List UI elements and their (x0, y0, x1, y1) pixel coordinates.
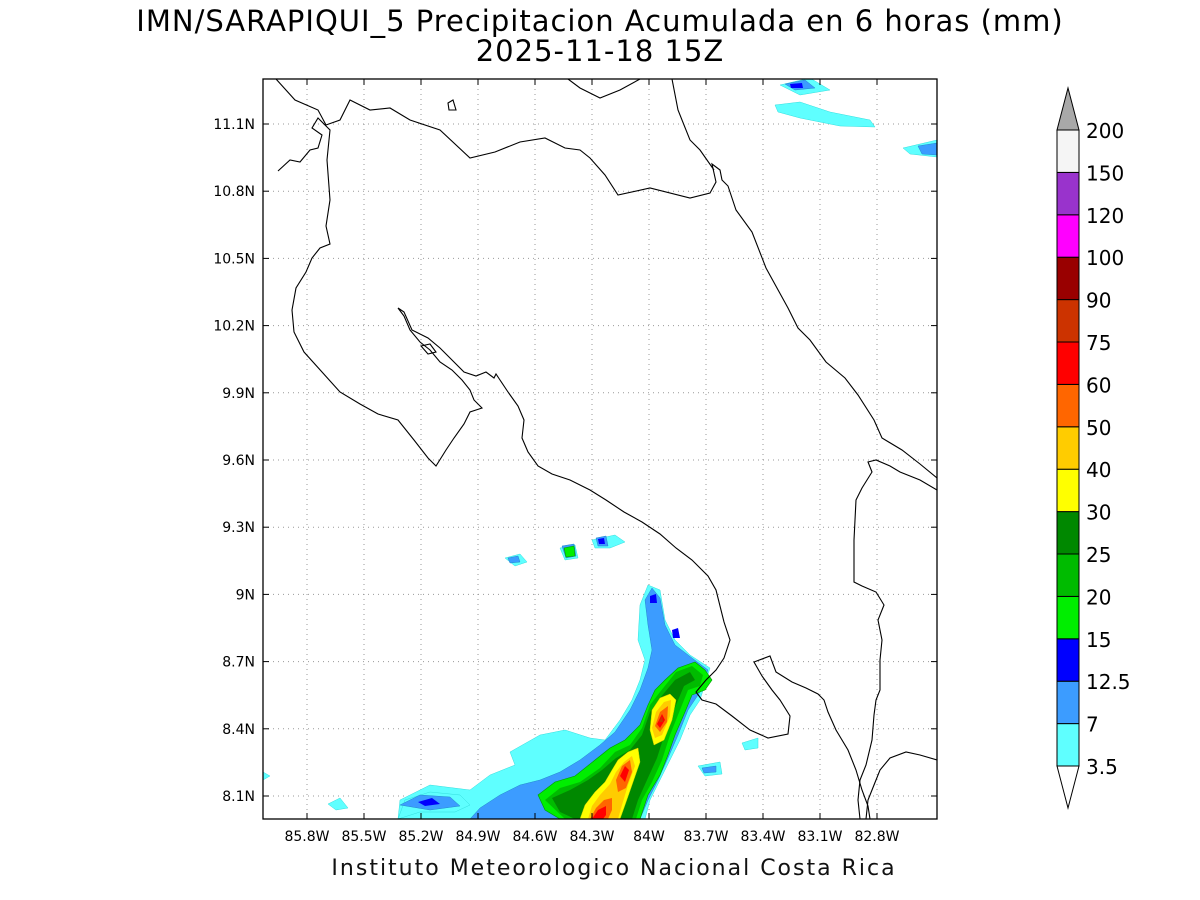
colorbar-label: 7 (1086, 713, 1099, 737)
precipitation-field (263, 79, 937, 819)
colorbar-label: 200 (1086, 119, 1124, 143)
nicoya-gulf-island (419, 343, 437, 355)
colorbar-label: 25 (1086, 543, 1111, 567)
y-tick-label: 8.7N (222, 655, 255, 671)
colorbar-top-arrow (1056, 86, 1080, 131)
precip-area-blue-cell3 (507, 555, 521, 564)
colorbar-segment (1056, 595, 1080, 640)
panama-border (853, 459, 937, 819)
precip-area-cyan-n1 (774, 101, 876, 128)
colorbar-label: 75 (1086, 331, 1111, 355)
colorbar-segment (1056, 383, 1080, 428)
x-tick-label: 85.5W (341, 829, 386, 845)
colorbar-segment (1056, 680, 1080, 725)
precip-area-green-cell (563, 545, 576, 558)
colorbar-label: 40 (1086, 458, 1111, 482)
colorbar-label: 120 (1086, 204, 1124, 228)
nicoya-pacific-coast (277, 117, 871, 819)
colorbar-segment (1056, 214, 1080, 258)
nicaragua-lake-shore (567, 79, 641, 99)
colorbar-label: 30 (1086, 501, 1111, 525)
colorbar-bottom-arrow (1056, 765, 1080, 810)
y-tick-label: 10.5N (213, 251, 255, 267)
colorbar-label: 50 (1086, 416, 1111, 440)
plot-frame (262, 78, 938, 820)
colorbar-segment (1056, 511, 1080, 555)
precip-area-red-1 (592, 806, 606, 819)
colorbar-segment (1056, 129, 1080, 173)
colorbar-segment (1056, 341, 1080, 385)
precip-area-cyan-sw2 (327, 797, 349, 811)
colorbar-label: 150 (1086, 161, 1124, 185)
plot-area (263, 79, 937, 819)
y-tick-label: 9.6N (222, 453, 255, 469)
x-tick-label: 83.1W (797, 829, 842, 845)
map-title: IMN/SARAPIQUI_5 Precipitacion Acumulada … (136, 4, 1064, 38)
x-tick-label: 84.9W (455, 829, 500, 845)
precip-area-darkblue-4 (598, 538, 605, 544)
coastline-north-border (275, 79, 937, 479)
colorbar-segment (1056, 171, 1080, 216)
colorbar-segment (1056, 299, 1080, 343)
x-tick-label: 84.3W (569, 829, 614, 845)
y-tick-label: 10.2N (213, 319, 255, 335)
coastlines (275, 79, 937, 819)
map-datetime: 2025-11-18 15Z (475, 34, 725, 68)
y-axis: 11.1N 10.8N 10.5N 10.2N 9.9N 9.6N 9.3N 9N 8.7N 8.… (213, 117, 937, 805)
y-tick-label: 8.4N (222, 722, 255, 738)
precip-area-darkblue-1 (418, 798, 440, 806)
y-tick-label: 11.1N (213, 117, 255, 133)
colorbar-label: 20 (1086, 585, 1111, 609)
colorbar-segment (1056, 426, 1080, 470)
x-tick-label: 82.8W (854, 829, 899, 845)
precip-area-darkblue-3 (672, 628, 680, 638)
precip-area-darkred-1 (659, 716, 663, 722)
panama-coast-se (865, 751, 937, 819)
colorbar-label: 12.5 (1086, 670, 1131, 694)
nicaragua-east-coast (671, 79, 715, 171)
x-tick-label: 83.4W (740, 829, 785, 845)
colorbar-label: 15 (1086, 628, 1111, 652)
y-tick-label: 10.8N (213, 184, 255, 200)
precip-area-red-2 (620, 766, 629, 782)
colorbar-label: 60 (1086, 373, 1111, 397)
precip-area-darkblue-5 (790, 83, 803, 88)
precip-area-darkblue-2 (650, 594, 657, 603)
y-tick-label: 8.1N (222, 789, 255, 805)
colorbar-label: 100 (1086, 246, 1124, 270)
x-tick-label: 84W (633, 829, 665, 845)
colorbar-segment (1056, 468, 1080, 513)
precip-area-blue-cell4 (701, 765, 717, 774)
colorbar-segment (1056, 723, 1080, 767)
colorbar-label: 90 (1086, 289, 1111, 313)
x-tick-label: 85.8W (284, 829, 329, 845)
colorbar-label: 3.5 (1086, 755, 1118, 779)
x-tick-label: 84.6W (512, 829, 557, 845)
footer-credit: Instituto Meteorologico Nacional Costa R… (331, 856, 897, 881)
colorbar: 3.5 7 12.5 15 20 25 30 40 50 60 75 90 100 120 150 200 (1056, 86, 1131, 810)
x-tick-label: 83.7W (683, 829, 728, 845)
precip-area-blue-n2 (917, 142, 937, 156)
x-axis: 85.8W 85.5W 85.2W 84.9W 84.6W 84.3W 84W 83.7W 83… (284, 79, 900, 845)
precip-area-cyan-cell5 (741, 737, 759, 751)
colorbar-segment (1056, 638, 1080, 682)
north-coast-island (447, 99, 457, 111)
y-tick-label: 9.9N (222, 386, 255, 402)
colorbar-segment (1056, 256, 1080, 301)
y-tick-label: 9.3N (222, 520, 255, 536)
precip-area-cyan-edge (263, 771, 271, 781)
colorbar-segment (1056, 553, 1080, 597)
x-tick-label: 85.2W (398, 829, 443, 845)
y-tick-label: 9N (236, 587, 255, 603)
